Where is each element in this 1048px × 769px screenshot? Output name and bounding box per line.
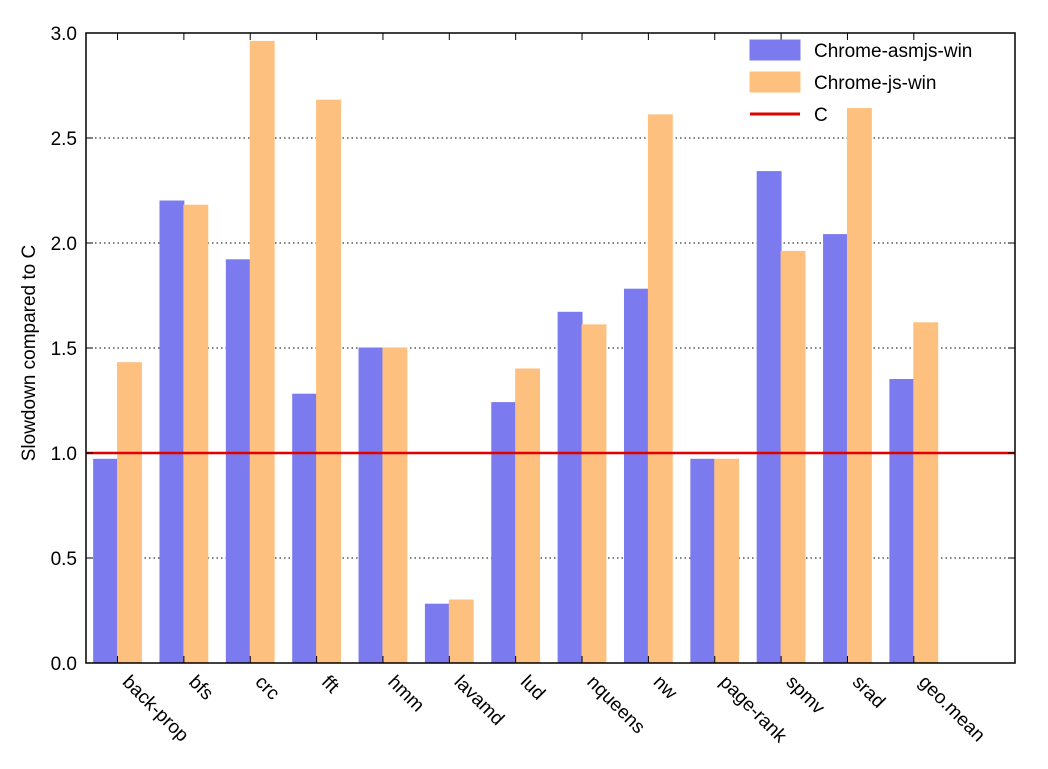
bar-chrome-asmjs-win-fft xyxy=(292,393,318,664)
bar-chrome-asmjs-win-nqueens xyxy=(557,311,583,664)
y-tick-label: 2.0 xyxy=(51,234,77,255)
bar-chrome-js-win-nqueens xyxy=(581,324,607,664)
bar-chrome-js-win-nw xyxy=(647,114,673,664)
x-tick-label-nw: nw xyxy=(649,672,681,704)
x-tick-label-bfs: bfs xyxy=(184,672,217,705)
bar-chrome-asmjs-win-lavamd xyxy=(424,603,450,664)
x-tick-label-crc: crc xyxy=(251,672,284,705)
bar-chrome-asmjs-win-nw xyxy=(623,288,649,664)
y-tick-label: 1.0 xyxy=(51,444,77,465)
bars xyxy=(93,40,939,664)
y-tick-labels: 0.0 0.5 1.0 1.5 2.0 2.5 3.0 xyxy=(51,24,77,675)
bar-chrome-asmjs-win-spmv xyxy=(756,171,782,664)
bar-chrome-js-win-hmm xyxy=(382,347,408,664)
bar-chrome-js-win-bfs xyxy=(183,204,209,664)
x-tick-label-spmv: spmv xyxy=(782,672,829,719)
bar-chrome-js-win-page-rank xyxy=(714,458,740,664)
x-tick-label-lud: lud xyxy=(516,672,549,705)
bar-chrome-js-win-back-prop xyxy=(117,362,142,664)
bar-chrome-asmjs-win-bfs xyxy=(159,200,185,664)
x-tick-label-srad: srad xyxy=(848,672,889,713)
bar-chrome-asmjs-win-page-rank xyxy=(690,458,716,664)
x-tick-label-back-prop: back-prop xyxy=(118,672,193,747)
bar-chrome-asmjs-win-geo-mean xyxy=(889,379,915,664)
y-tick-label: 0.0 xyxy=(51,654,77,675)
bar-chrome-js-win-spmv xyxy=(780,250,806,664)
bar-chrome-js-win-fft xyxy=(316,99,341,664)
bar-chrome-asmjs-win-hmm xyxy=(358,347,384,664)
bar-chrome-js-win-lud xyxy=(515,368,541,664)
y-tick-label: 3.0 xyxy=(51,24,77,45)
legend-label-chrome-js-win: Chrome-js-win xyxy=(814,73,936,94)
legend-swatch-chrome-asmjs-win xyxy=(749,39,801,61)
y-tick-label: 2.5 xyxy=(51,129,77,150)
axis-ticks xyxy=(86,32,1015,664)
bar-chrome-js-win-crc xyxy=(249,40,275,664)
legend: Chrome-asmjs-win Chrome-js-win C xyxy=(749,39,972,126)
x-tick-label-hmm: hmm xyxy=(383,672,428,717)
x-tick-label-geo-mean: geo.mean xyxy=(914,672,989,747)
bar-chrome-js-win-srad xyxy=(846,108,872,664)
bar-chrome-asmjs-win-srad xyxy=(823,234,848,664)
legend-label-c: C xyxy=(814,105,828,126)
bar-chrome-asmjs-win-lud xyxy=(491,402,517,664)
y-tick-label: 1.5 xyxy=(51,339,77,360)
y-tick-label: 0.5 xyxy=(51,549,77,570)
x-tick-label-page-rank: page-rank xyxy=(715,672,791,748)
bar-chrome-asmjs-win-back-prop xyxy=(93,458,119,664)
bar-chrome-asmjs-win-crc xyxy=(225,259,251,664)
grid-lines xyxy=(86,137,1015,559)
bar-chrome-js-win-lavamd xyxy=(448,599,474,664)
legend-swatch-chrome-js-win xyxy=(749,71,801,93)
x-tick-label-fft: fft xyxy=(317,672,343,698)
y-axis-label: Slowdown compared to C xyxy=(19,245,40,462)
x-tick-label-nqueens: nqueens xyxy=(582,672,648,738)
bar-chrome-js-win-geo-mean xyxy=(913,322,939,664)
legend-label-chrome-asmjs-win: Chrome-asmjs-win xyxy=(814,41,972,62)
x-tick-label-lavamd: lavamd xyxy=(450,672,508,730)
